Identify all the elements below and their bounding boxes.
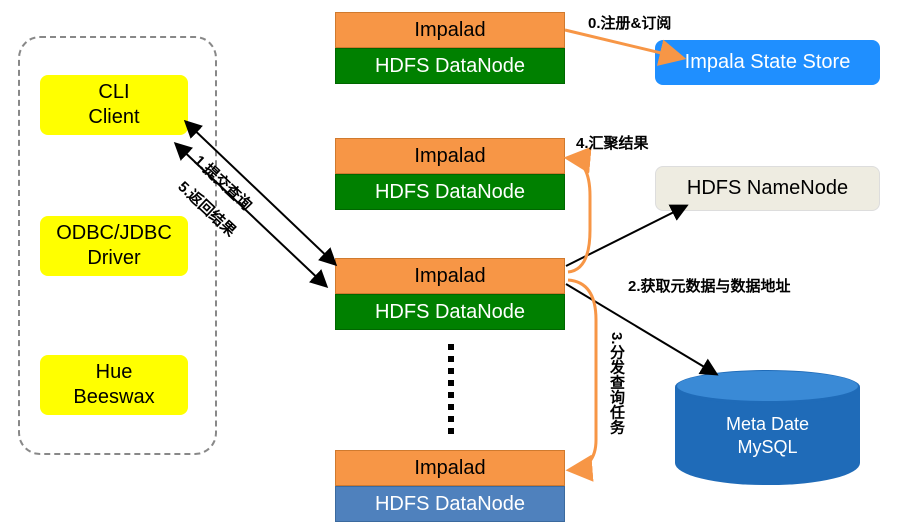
impalad-label-2: Impalad (414, 265, 485, 288)
db-label-1: Meta Date (726, 413, 809, 436)
hdfs-datanode-box-0: HDFS DataNode (335, 48, 565, 84)
cli-client-box: CLIClient (40, 75, 188, 135)
hue-beeswax-label: HueBeeswax (73, 360, 154, 410)
odbc-jdbc-label: ODBC/JDBCDriver (56, 221, 172, 271)
impalad-label-0: Impalad (414, 19, 485, 42)
edge-4-bracket (568, 158, 590, 272)
edge-0-label: 0.注册&订阅 (588, 12, 671, 33)
hdfs-label-3: HDFS DataNode (375, 493, 525, 516)
ellipsis-dots (448, 344, 454, 434)
hdfs-datanode-box-3: HDFS DataNode (335, 486, 565, 522)
edge-4-label: 4.汇聚结果 (576, 132, 649, 153)
db-label-2: MySQL (737, 436, 797, 459)
state-store-box: Impala State Store (655, 40, 880, 85)
hdfs-label-1: HDFS DataNode (375, 181, 525, 204)
odbc-jdbc-box: ODBC/JDBCDriver (40, 216, 188, 276)
hdfs-datanode-box-2: HDFS DataNode (335, 294, 565, 330)
namenode-box: HDFS NameNode (655, 166, 880, 211)
impalad-label-3: Impalad (414, 457, 485, 480)
edge-2-mysql (566, 284, 716, 374)
impalad-label-1: Impalad (414, 145, 485, 168)
hdfs-label-0: HDFS DataNode (375, 55, 525, 78)
edge-2-namenode (566, 206, 686, 266)
cli-client-label: CLIClient (88, 80, 139, 130)
edge-2-label: 2.获取元数据与数据地址 (628, 275, 791, 296)
edge-3-bracket (568, 280, 596, 470)
hdfs-label-2: HDFS DataNode (375, 301, 525, 324)
state-store-label: Impala State Store (685, 51, 851, 74)
impalad-box-1: Impalad (335, 138, 565, 174)
impalad-box-2: Impalad (335, 258, 565, 294)
edge-3-label: 3.分发查询任务 (606, 332, 627, 435)
namenode-label: HDFS NameNode (687, 177, 848, 200)
hdfs-datanode-box-1: HDFS DataNode (335, 174, 565, 210)
impalad-box-3: Impalad (335, 450, 565, 486)
impalad-box-0: Impalad (335, 12, 565, 48)
db-cylinder-top (677, 371, 858, 401)
hue-beeswax-box: HueBeeswax (40, 355, 188, 415)
